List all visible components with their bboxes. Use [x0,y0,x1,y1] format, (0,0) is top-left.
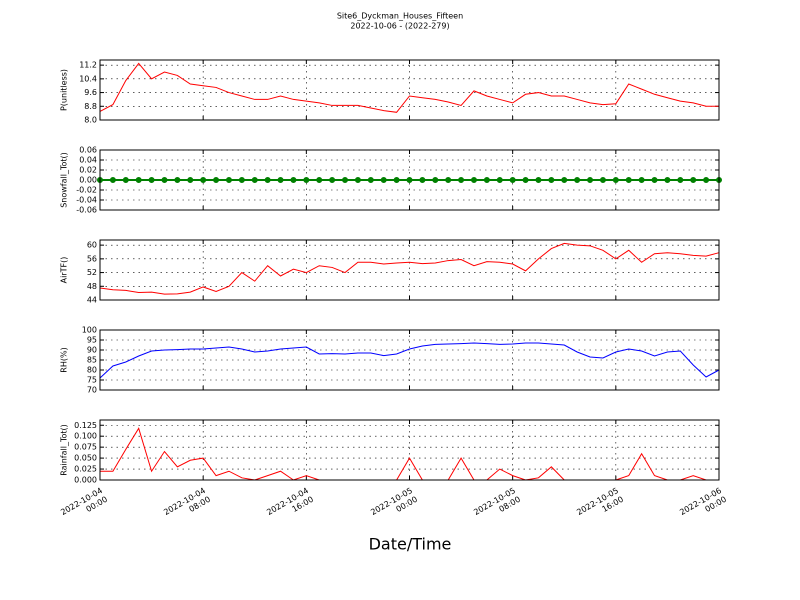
data-point [677,177,684,183]
data-point [690,177,697,183]
y-tick-label: 85 [87,356,97,365]
y-axis-label: AirTF() [60,257,69,284]
plot-frame [99,239,720,301]
chart-title: Site6_Dyckman_Houses_Fifteen [337,12,463,21]
y-tick-label: 48 [87,282,97,291]
y-tick-label: 8.0 [84,116,97,125]
plot-frame [99,149,720,211]
y-tick-label: -0.04 [76,196,97,205]
data-point [238,177,245,183]
y-tick-label: 10.4 [79,74,97,83]
data-point [419,177,426,183]
data-point [651,177,658,183]
data-point [574,177,581,183]
y-tick-label: 0.025 [74,465,97,474]
data-point [380,177,387,183]
data-point [161,177,168,183]
y-tick-label: 75 [87,376,97,385]
data-point [548,177,555,183]
data-point [612,177,619,183]
data-point [561,177,568,183]
y-axis-label: P(unitless) [60,69,69,111]
data-point [625,177,632,183]
data-point [264,177,271,183]
data-point [342,177,349,183]
y-tick-label: 70 [87,386,97,395]
y-tick-label: 0.050 [74,454,97,463]
chart-subtitle: 2022-10-06 - (2022-279) [350,22,449,31]
data-point [664,177,671,183]
y-tick-label: 9.6 [84,88,97,97]
y-tick-label: 44 [87,296,97,305]
plot-frame [99,59,720,121]
y-tick-label: 11.2 [79,61,97,70]
data-point [122,177,129,183]
y-tick-label: 52 [87,268,97,277]
y-tick-label: 0.000 [74,476,97,485]
data-point [638,177,645,183]
y-tick-label: 0.125 [74,421,97,430]
data-point [354,177,361,183]
data-line [99,342,720,379]
y-tick-label: 60 [87,241,97,250]
data-point [483,177,490,183]
y-tick-label: 80 [87,366,97,375]
data-point [187,177,194,183]
data-point [535,177,542,183]
y-tick-label: 90 [87,346,97,355]
y-tick-label: 8.8 [84,102,97,111]
data-point [148,177,155,183]
data-point [470,177,477,183]
data-point [200,177,207,183]
data-point [277,177,284,183]
y-tick-label: 0.06 [79,146,97,155]
data-line [99,62,719,113]
y-tick-label: 56 [87,254,97,263]
data-point [458,177,465,183]
plot-frame [99,329,720,391]
data-point [316,177,323,183]
data-point [703,177,710,183]
data-point [290,177,297,183]
data-point [174,177,181,183]
y-tick-label: 100 [82,326,97,335]
data-point [303,177,310,183]
y-tick-label: 95 [87,336,97,345]
data-point [587,177,594,183]
data-point [251,177,258,183]
data-point [509,177,516,183]
y-axis-label: RH(%) [60,347,69,372]
data-point [393,177,400,183]
y-axis-label: Rainfall_Tot() [60,424,69,476]
plot-frame [99,419,720,481]
data-point [225,177,232,183]
y-tick-label: 0.100 [74,432,97,441]
y-tick-label: 0.02 [79,166,97,175]
data-point [367,177,374,183]
data-point [432,177,439,183]
y-tick-label: 0.04 [79,156,97,165]
x-axis-label: Date/Time [369,535,452,554]
data-point [522,177,529,183]
data-point [406,177,413,183]
data-point [599,177,606,183]
data-point [329,177,336,183]
data-point [496,177,503,183]
data-point [135,177,142,183]
data-line [99,242,720,295]
data-point [445,177,452,183]
y-tick-label: -0.06 [76,206,97,215]
y-tick-label: 0.075 [74,443,97,452]
y-tick-label: -0.02 [76,186,97,195]
data-point [109,177,116,183]
data-point [213,177,220,183]
y-tick-label: 0.00 [79,176,97,185]
y-axis-label: Snowfall_Tot() [60,152,69,208]
